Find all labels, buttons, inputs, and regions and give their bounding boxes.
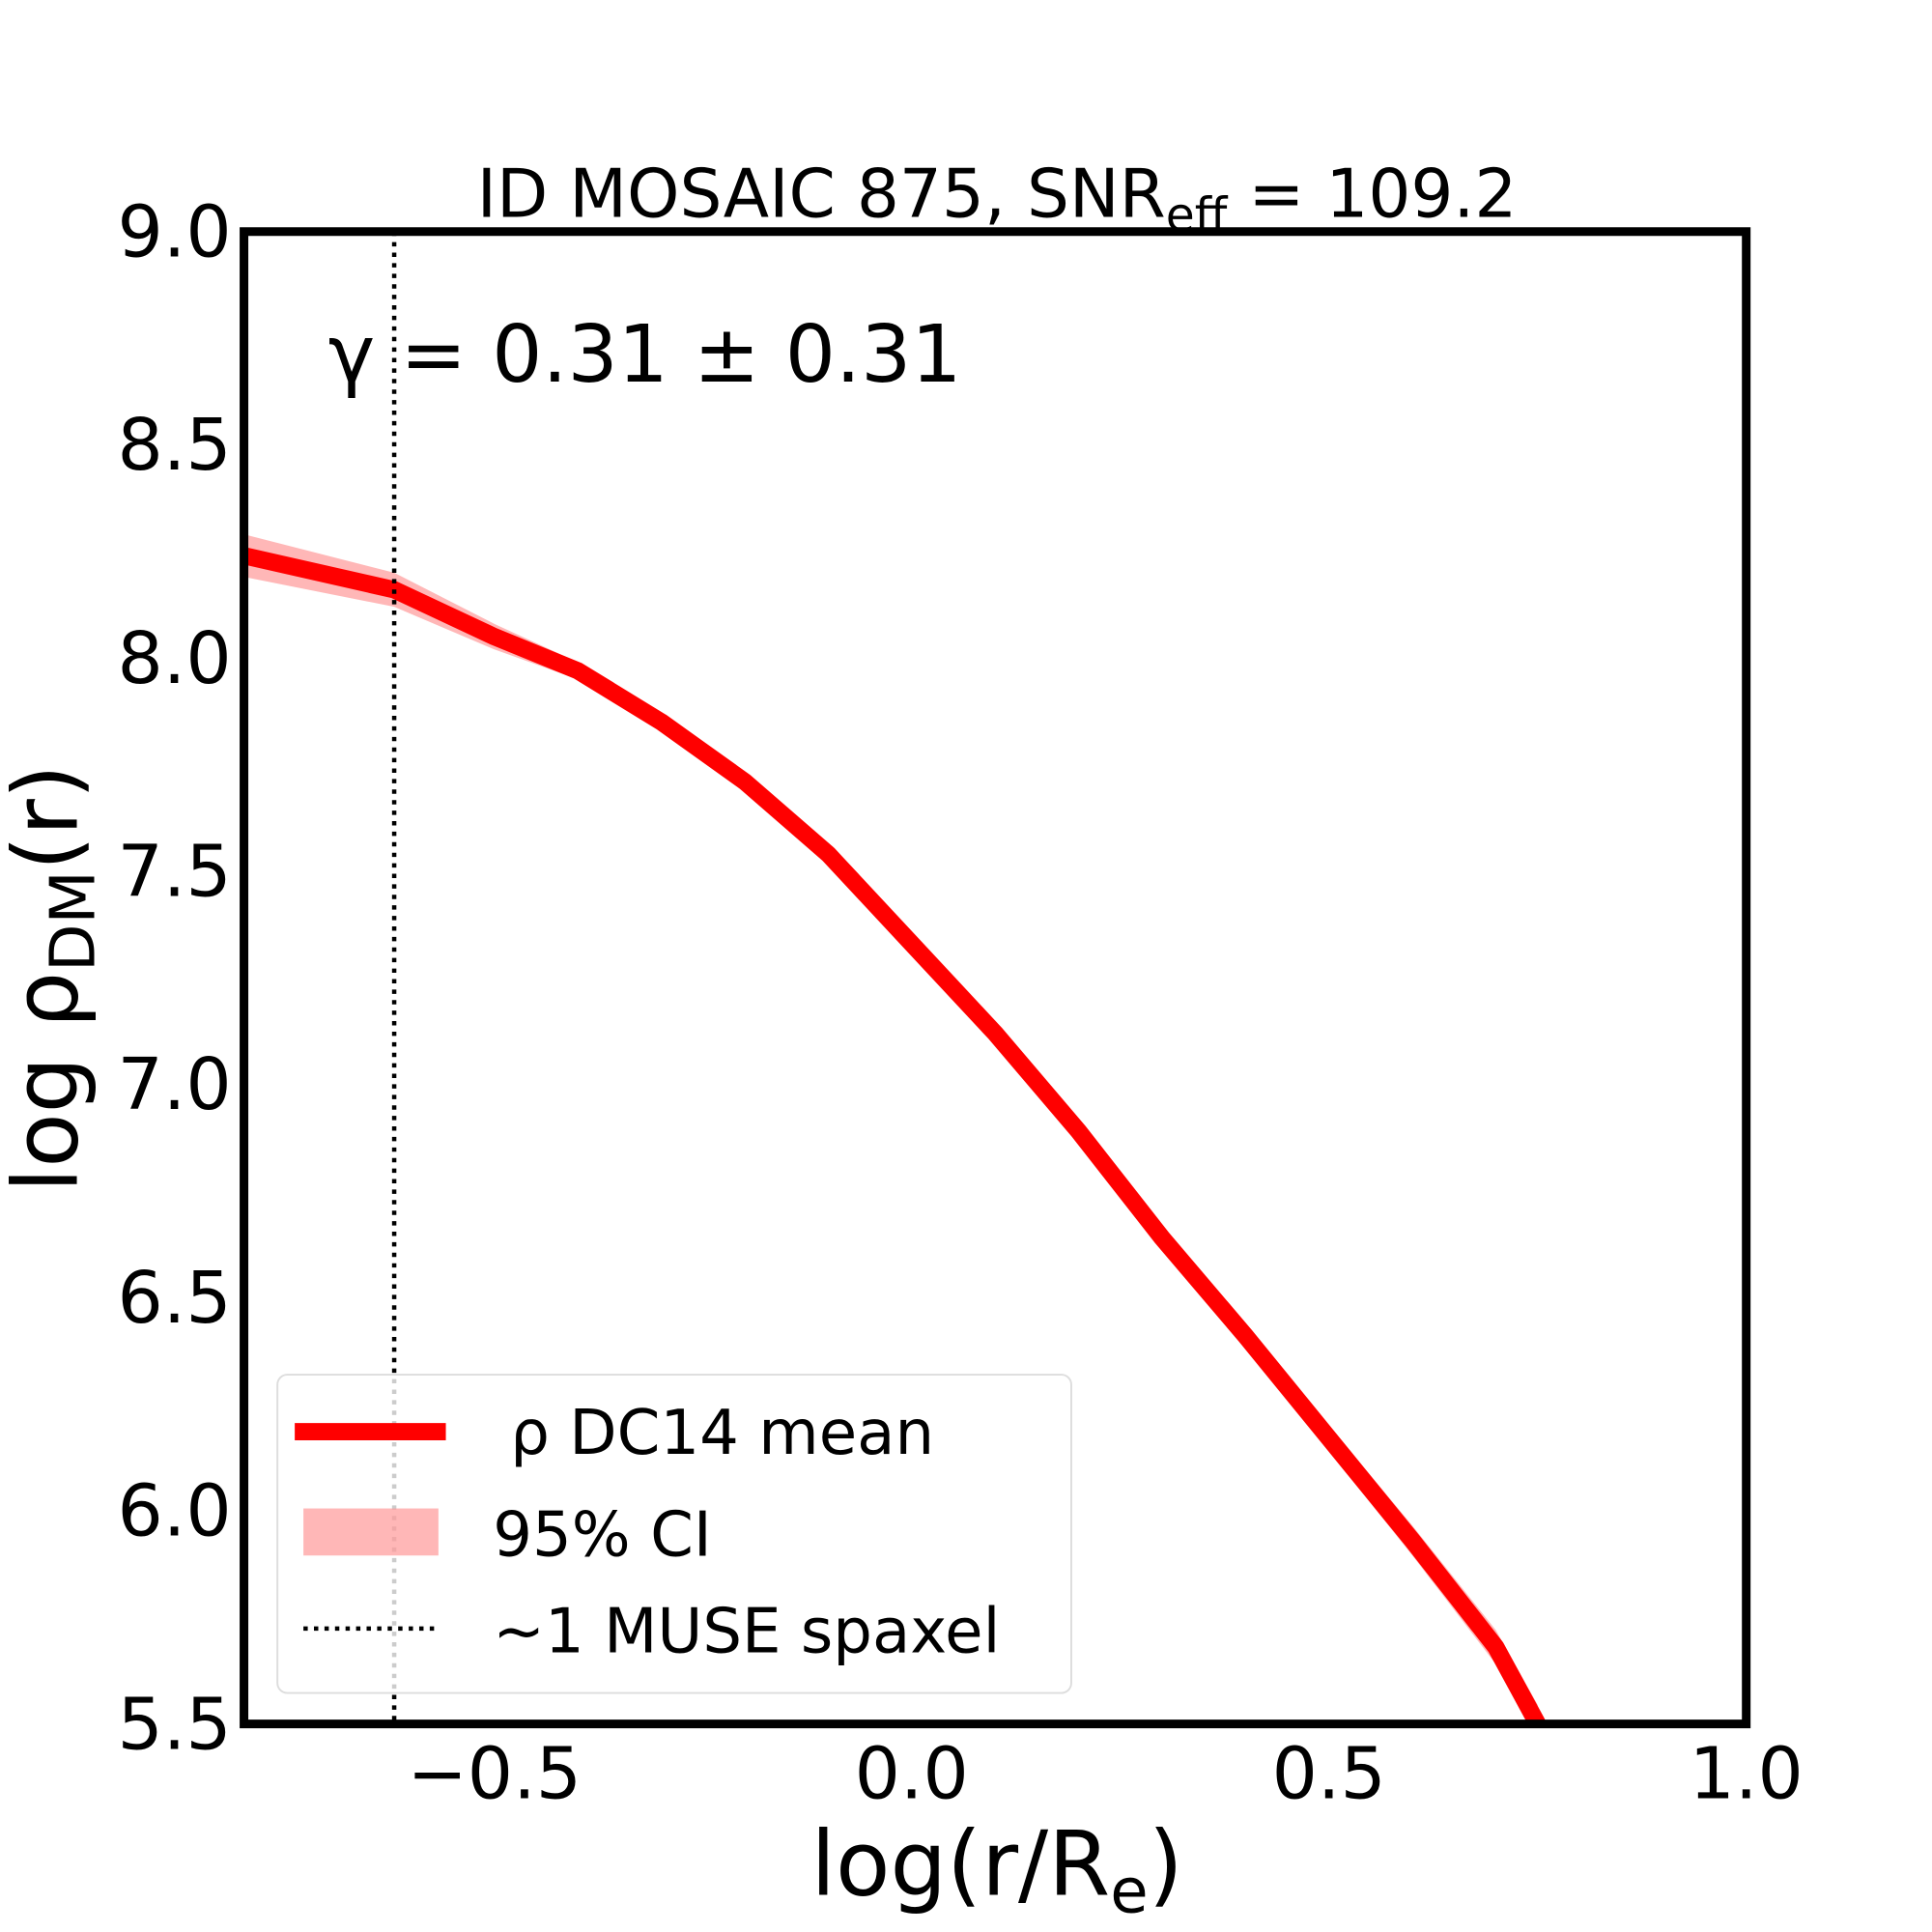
- legend-label-ci: 95% CI: [493, 1499, 712, 1571]
- legend-label-mean: ρ DC14 mean: [510, 1398, 934, 1469]
- y-tick-label: 7.0: [118, 1042, 232, 1126]
- y-tick-label: 7.5: [118, 829, 232, 913]
- legend-swatch-ci: [303, 1508, 439, 1556]
- y-axis-label: log ρDM(r): [0, 764, 109, 1192]
- legend-frame: [276, 1374, 1072, 1694]
- x-ticks: −0.5 0.0 0.5 1.0: [407, 1732, 1803, 1816]
- y-tick-label: 8.0: [118, 616, 232, 700]
- x-axis-label: log(r/Re): [810, 1812, 1182, 1928]
- y-tick-label: 6.0: [118, 1469, 232, 1553]
- y-ticks: 5.5 6.0 6.5 7.0 7.5 8.0 8.5 9.0: [118, 189, 232, 1766]
- y-tick-label: 9.0: [118, 189, 232, 273]
- legend-label-spaxel: ~1 MUSE spaxel: [493, 1596, 1000, 1667]
- x-tick-label: 0.5: [1272, 1732, 1386, 1816]
- gamma-annotation: γ = 0.31 ± 0.31: [328, 309, 962, 401]
- mean-line: [243, 547, 1546, 1724]
- chart-title: ID MOSAIC 875, SNReff = 109.2: [477, 156, 1518, 242]
- y-tick-label: 8.5: [118, 403, 232, 487]
- x-tick-label: 1.0: [1690, 1732, 1804, 1816]
- x-tick-label: −0.5: [407, 1732, 582, 1816]
- x-tick-label: 0.0: [855, 1732, 969, 1816]
- y-tick-label: 5.5: [118, 1682, 232, 1766]
- axes-frame: [240, 227, 1751, 1729]
- y-tick-label: 6.5: [118, 1256, 232, 1340]
- legend: ρ DC14 mean 95% CI ~1 MUSE spaxel: [276, 1374, 1072, 1694]
